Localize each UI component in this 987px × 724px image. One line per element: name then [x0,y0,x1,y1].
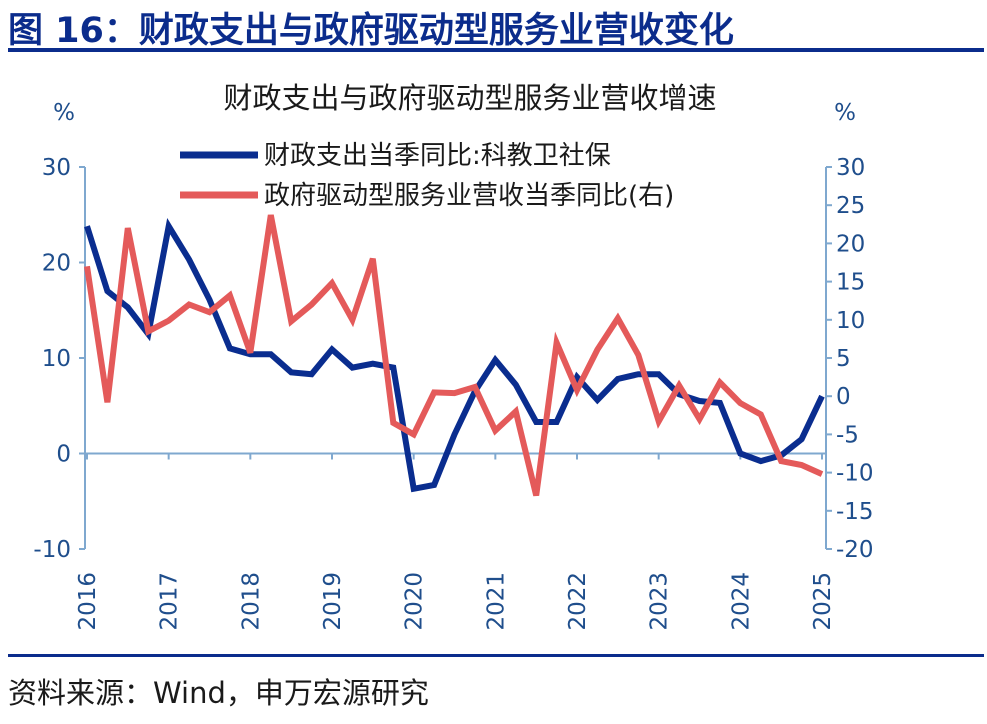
right-tick-label: 5 [836,346,851,372]
left-tick-label: 30 [42,155,71,181]
x-tick-label: 2023 [647,572,673,631]
x-tick-label: 2020 [402,572,428,631]
chart: 财政支出与政府驱动型服务业营收增速 % % 财政支出当季同比:科教卫社保 政府驱… [33,81,873,631]
series-line-fiscal [84,217,825,493]
x-tick-label: 2022 [565,572,591,631]
x-tick-label: 2019 [320,572,346,631]
legend-label-fiscal: 财政支出当季同比:科教卫社保 [264,141,611,171]
left-tick-label: -10 [33,537,71,563]
source-note: 资料来源：Wind，申万宏源研究 [8,676,429,710]
series-line-service [84,214,824,497]
right-tick-label: -10 [836,461,874,487]
right-tick-label: 0 [836,384,851,410]
left-axis-unit: % [53,100,75,126]
x-tick-label: 2017 [157,572,183,631]
left-tick-label: 10 [42,346,71,372]
right-tick-label: 25 [836,193,865,219]
figure-title: 图 16：财政支出与政府驱动型服务业营收变化 [8,11,734,51]
title-rule [8,48,984,52]
right-tick-label: -15 [836,499,874,525]
right-tick-label: 10 [836,308,865,334]
right-tick-label: 20 [836,231,865,257]
right-tick-label: 30 [836,155,865,181]
x-tick-label: 2016 [75,572,101,631]
right-tick-label: -5 [836,422,859,448]
left-tick-label: 0 [56,442,71,468]
legend-label-service: 政府驱动型服务业营收当季同比(右) [264,181,674,211]
x-tick-label: 2025 [810,572,836,631]
chart-title: 财政支出与政府驱动型服务业营收增速 [223,81,716,115]
source-rule [8,654,984,657]
legend: 财政支出当季同比:科教卫社保 政府驱动型服务业营收当季同比(右) [180,141,674,211]
left-tick-label: 20 [42,251,71,277]
plot-area [84,214,825,497]
x-tick-label: 2024 [728,572,754,631]
right-axis-unit: % [834,100,856,126]
x-tick-label: 2021 [483,572,509,631]
right-tick-label: -20 [836,537,874,563]
x-tick-label: 2018 [238,572,264,631]
right-tick-label: 15 [836,270,865,296]
